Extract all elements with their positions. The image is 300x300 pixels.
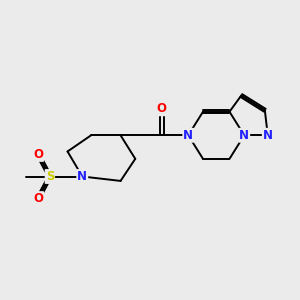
Text: O: O [157,102,167,115]
Text: O: O [33,148,43,161]
Text: N: N [183,129,193,142]
Text: N: N [263,129,273,142]
Text: N: N [77,170,87,183]
Text: O: O [33,192,43,205]
Text: S: S [46,170,54,183]
Text: N: N [239,129,249,142]
